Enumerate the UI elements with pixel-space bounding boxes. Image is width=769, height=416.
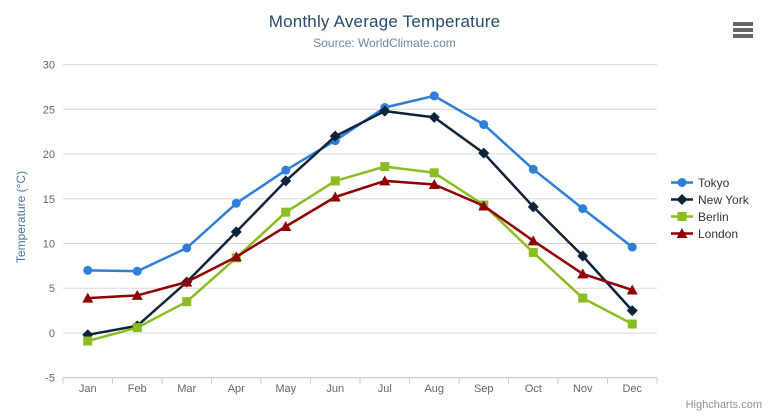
data-point-marker[interactable] [527,201,539,213]
data-point-marker[interactable] [132,266,142,276]
data-point-marker[interactable] [577,250,589,262]
export-menu-button[interactable] [731,20,755,40]
data-point-marker[interactable] [627,242,637,252]
data-point-marker[interactable] [478,200,490,211]
data-point-marker[interactable] [131,289,143,300]
series-line-new-york[interactable] [86,109,634,337]
legend-label: London [698,226,739,241]
data-point-marker[interactable] [82,292,94,303]
legend-item-berlin[interactable]: Berlin [671,208,749,225]
x-axis-label: Jun [326,383,344,395]
y-axis-label: -5 [45,373,55,385]
data-point-marker[interactable] [627,319,637,329]
data-point-marker[interactable] [578,293,588,303]
series-line-london[interactable] [86,179,634,300]
data-point-marker[interactable] [528,164,538,174]
x-axis-label: Aug [424,383,444,395]
x-axis-labels: Jan Feb Mar Apr May Jun Jul Aug Sep Oct Nov Dec [79,383,643,395]
data-point-marker[interactable] [182,243,192,253]
data-point-marker[interactable] [329,130,341,142]
x-axis-label: Oct [525,383,542,395]
series-tokyo [83,91,637,276]
legend-item-london[interactable]: London [671,225,749,242]
series-berlin [83,162,637,346]
data-point-marker[interactable] [676,194,688,205]
series-line-tokyo[interactable] [86,94,634,273]
hamburger-icon [733,22,753,26]
legend-item-tokyo[interactable]: Tokyo [671,174,749,191]
highcharts-credit-link[interactable]: Highcharts.com [685,399,762,411]
x-axis-label: Dec [622,383,642,395]
x-axis-label: Jul [378,383,392,395]
data-point-marker[interactable] [280,221,292,232]
data-point-marker[interactable] [379,105,391,117]
data-point-marker[interactable] [329,191,341,202]
y-axis-label: 30 [43,60,55,72]
data-point-marker[interactable] [428,178,440,189]
data-point-marker[interactable] [181,276,193,287]
data-point-marker[interactable] [429,91,439,101]
data-point-marker[interactable] [132,323,142,333]
legend-label: Tokyo [698,175,730,190]
legend-marker-triangle-icon [671,228,693,238]
data-point-marker[interactable] [479,120,489,130]
data-point-marker[interactable] [528,247,538,257]
hamburger-icon [733,34,753,38]
data-point-marker[interactable] [379,175,391,186]
x-axis-label: Apr [228,383,245,395]
series-london [82,175,638,303]
x-axis-label: May [275,383,296,395]
data-point-marker[interactable] [478,147,490,159]
legend-item-new-york[interactable]: New York [671,191,749,208]
legend-marker-diamond-icon [671,194,693,205]
x-axis [62,377,658,384]
data-point-marker[interactable] [182,297,192,307]
x-axis-label: Sep [474,383,494,395]
data-point-marker[interactable] [429,168,439,178]
data-point-marker[interactable] [231,198,241,208]
legend-marker-square-icon [671,212,693,221]
gridlines [63,64,657,379]
data-point-marker[interactable] [578,204,588,214]
data-point-marker[interactable] [626,305,638,317]
data-point-marker[interactable] [527,235,539,246]
y-axis-labels: -5 0 5 10 15 20 25 30 [43,60,55,385]
legend-marker-circle-icon [671,178,693,187]
data-point-marker[interactable] [281,207,291,217]
data-point-marker[interactable] [677,178,687,187]
legend: Tokyo New York Berlin London [671,174,749,242]
series-line-berlin[interactable] [86,165,634,343]
data-point-marker[interactable] [677,212,687,221]
y-axis-label: 10 [43,239,55,251]
y-axis-label: 15 [43,194,55,206]
data-point-marker[interactable] [83,336,93,346]
x-axis-label: Nov [573,383,593,395]
chart-title: Monthly Average Temperature [268,12,501,31]
y-axis-label: 20 [43,149,55,161]
y-axis-label: 0 [49,328,55,340]
data-point-marker[interactable] [676,228,688,238]
data-point-marker[interactable] [280,175,292,187]
legend-label: Berlin [698,209,729,224]
data-point-marker[interactable] [330,176,340,186]
hamburger-icon [733,28,753,32]
legend-label: New York [698,192,749,207]
data-point-marker[interactable] [281,165,291,175]
series-new-york [82,105,638,341]
chart-subtitle: Source: WorldClimate.com [313,36,456,50]
data-point-marker[interactable] [428,111,440,123]
data-point-marker[interactable] [626,284,638,295]
x-axis-label: Feb [128,383,147,395]
x-axis-label: Jan [79,383,97,395]
data-point-marker[interactable] [380,162,390,172]
data-point-marker[interactable] [230,251,242,262]
y-axis-label: 25 [43,104,55,116]
data-point-marker[interactable] [230,226,242,238]
x-axis-label: Mar [177,383,196,395]
y-axis-label: 5 [49,283,55,295]
data-point-marker[interactable] [577,268,589,279]
data-point-marker[interactable] [83,265,93,275]
